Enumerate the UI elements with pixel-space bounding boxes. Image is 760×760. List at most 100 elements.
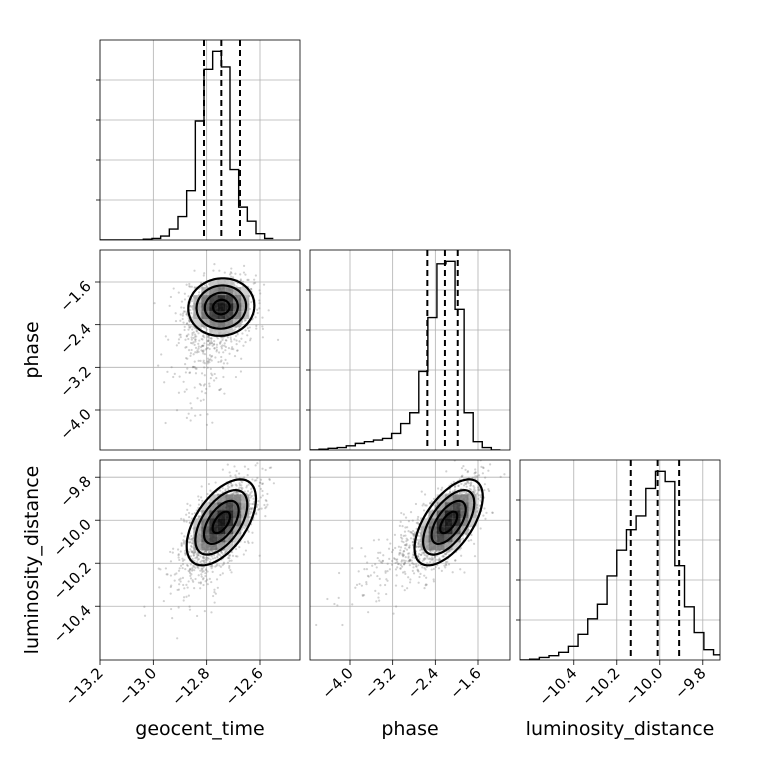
sample-point bbox=[378, 599, 381, 602]
sample-point bbox=[185, 357, 188, 360]
sample-point bbox=[204, 327, 207, 330]
sample-point bbox=[196, 349, 199, 352]
sample-point bbox=[461, 537, 465, 540]
sample-point bbox=[190, 551, 194, 554]
sample-point bbox=[189, 577, 193, 580]
sample-point bbox=[247, 278, 250, 281]
density-cell bbox=[468, 502, 477, 511]
sample-point bbox=[414, 565, 418, 568]
sample-point bbox=[429, 502, 432, 505]
sample-point bbox=[246, 540, 250, 543]
sample-point bbox=[402, 550, 406, 553]
sample-point bbox=[205, 387, 208, 391]
sample-point bbox=[472, 490, 475, 494]
sample-point bbox=[250, 301, 253, 304]
sample-point bbox=[234, 375, 238, 379]
sample-point bbox=[192, 564, 195, 567]
sample-point bbox=[408, 552, 411, 555]
y-tick-label-phase-0: −4.0 bbox=[56, 405, 94, 443]
sample-point bbox=[446, 560, 449, 564]
sample-point bbox=[435, 550, 438, 553]
sample-point bbox=[188, 319, 191, 322]
sample-point bbox=[477, 494, 481, 497]
sample-point bbox=[184, 552, 187, 555]
sample-point bbox=[388, 557, 391, 560]
sample-point bbox=[458, 478, 461, 481]
density-cell bbox=[444, 494, 453, 503]
sample-point bbox=[429, 550, 432, 554]
density-cell bbox=[209, 311, 218, 320]
sample-point bbox=[264, 499, 267, 502]
sample-point bbox=[177, 606, 180, 609]
sample-point bbox=[187, 324, 190, 327]
sample-point bbox=[462, 491, 466, 494]
sample-point bbox=[244, 329, 247, 332]
sample-point bbox=[451, 490, 455, 493]
density-cell bbox=[468, 494, 477, 503]
sample-point bbox=[261, 482, 264, 486]
sample-point bbox=[185, 388, 188, 391]
sample-point bbox=[429, 560, 432, 564]
sample-point bbox=[185, 520, 188, 523]
sample-point bbox=[376, 574, 379, 578]
sample-point bbox=[242, 344, 245, 347]
sample-point bbox=[200, 569, 204, 572]
sample-point bbox=[443, 552, 446, 556]
sample-point bbox=[444, 563, 448, 566]
sample-point bbox=[255, 479, 258, 482]
sample-point bbox=[420, 553, 423, 556]
sample-point bbox=[407, 556, 410, 559]
hist-bin-geocent_time-11 bbox=[195, 121, 204, 240]
sample-point bbox=[191, 512, 194, 516]
sample-point bbox=[186, 357, 189, 360]
sample-point bbox=[210, 359, 213, 362]
sample-point bbox=[240, 488, 243, 491]
sample-point bbox=[207, 338, 210, 341]
sample-point bbox=[468, 487, 471, 491]
sample-point bbox=[222, 367, 225, 370]
density-cell bbox=[201, 311, 210, 320]
sample-point bbox=[233, 354, 237, 358]
x-tick-label-phase-0: −4.0 bbox=[318, 664, 356, 702]
density-cell bbox=[209, 510, 218, 519]
sample-point bbox=[394, 584, 398, 587]
sample-point bbox=[230, 571, 233, 574]
sample-point bbox=[185, 345, 188, 349]
density-cell bbox=[241, 518, 250, 527]
density-cell bbox=[428, 542, 437, 551]
sample-point bbox=[203, 383, 206, 386]
sample-point bbox=[464, 482, 467, 485]
sample-point bbox=[247, 541, 250, 545]
density-cell bbox=[217, 319, 226, 328]
sample-point bbox=[180, 544, 183, 547]
sample-point bbox=[189, 572, 192, 575]
sample-point bbox=[221, 572, 224, 575]
sample-point bbox=[189, 352, 192, 355]
sample-point bbox=[224, 345, 228, 349]
sample-point bbox=[187, 333, 190, 336]
sample-point bbox=[258, 481, 262, 484]
hist-bin-phase-6 bbox=[364, 442, 373, 450]
sample-point bbox=[234, 491, 237, 494]
sample-point bbox=[241, 487, 244, 490]
sample-point bbox=[200, 485, 203, 488]
hist-bin-phase-7 bbox=[373, 440, 382, 450]
sample-point bbox=[418, 538, 421, 541]
sample-point bbox=[401, 585, 404, 588]
sample-point bbox=[386, 569, 389, 573]
sample-point bbox=[397, 545, 401, 548]
sample-point bbox=[251, 531, 254, 534]
sample-point bbox=[225, 550, 229, 553]
density-cell bbox=[225, 327, 234, 336]
sample-point bbox=[470, 533, 473, 537]
density-cell bbox=[468, 518, 477, 527]
sample-point bbox=[185, 513, 188, 516]
sample-point bbox=[230, 559, 233, 562]
sample-point bbox=[388, 568, 392, 571]
sample-point bbox=[399, 546, 403, 549]
sample-point bbox=[208, 347, 211, 351]
y-tick-label-luminosity_distance-1: −10.2 bbox=[50, 558, 95, 603]
sample-point bbox=[377, 551, 380, 554]
sample-point bbox=[215, 578, 219, 581]
sample-point bbox=[389, 542, 392, 545]
